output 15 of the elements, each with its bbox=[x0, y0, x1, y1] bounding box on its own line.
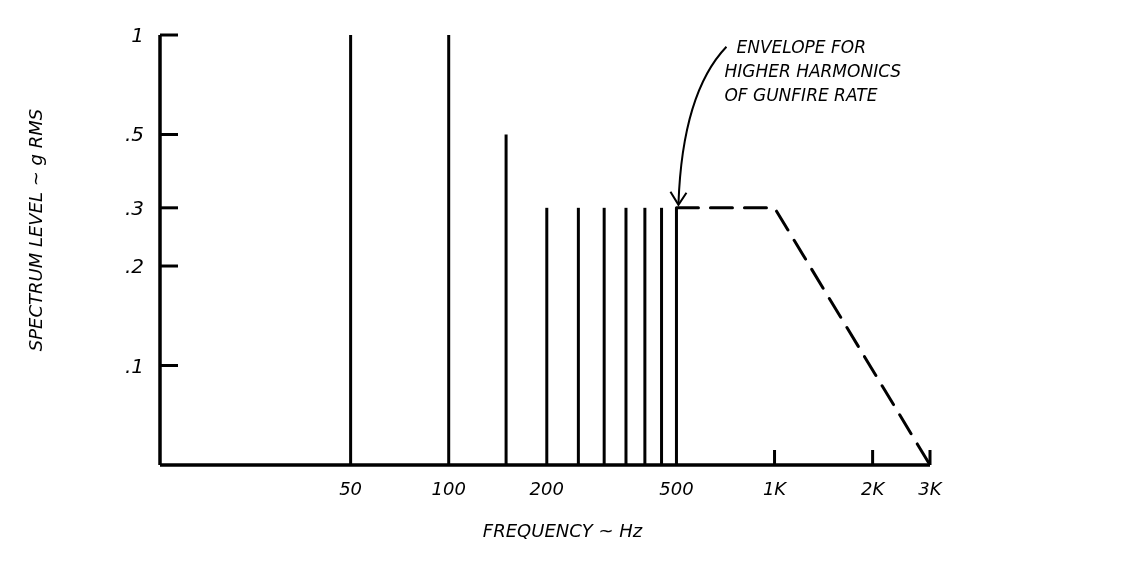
x-tick-label: 1K bbox=[762, 478, 788, 499]
y-axis-title: SPECTRUM LEVEL ~ g RMS bbox=[25, 108, 46, 352]
y-tick-label: .5 bbox=[124, 122, 144, 147]
x-tick-label: 2K bbox=[860, 478, 886, 499]
x-axis-title: FREQUENCY ~ Hz bbox=[482, 520, 643, 541]
y-tick-label: .2 bbox=[124, 254, 144, 279]
y-tick-label: .3 bbox=[124, 195, 144, 220]
x-tick-label: 100 bbox=[431, 478, 466, 499]
x-tick-label: 50 bbox=[339, 478, 363, 499]
y-tick-label: .1 bbox=[124, 353, 144, 378]
x-tick-label: 500 bbox=[659, 478, 694, 499]
annotation: ENVELOPE FOR HIGHER HARMONICS OF GUNFIRE RATE bbox=[724, 36, 902, 105]
y-tick-label: 1 bbox=[131, 23, 144, 47]
x-tick-label: 3K bbox=[918, 478, 943, 499]
x-tick-label: 200 bbox=[529, 478, 564, 499]
